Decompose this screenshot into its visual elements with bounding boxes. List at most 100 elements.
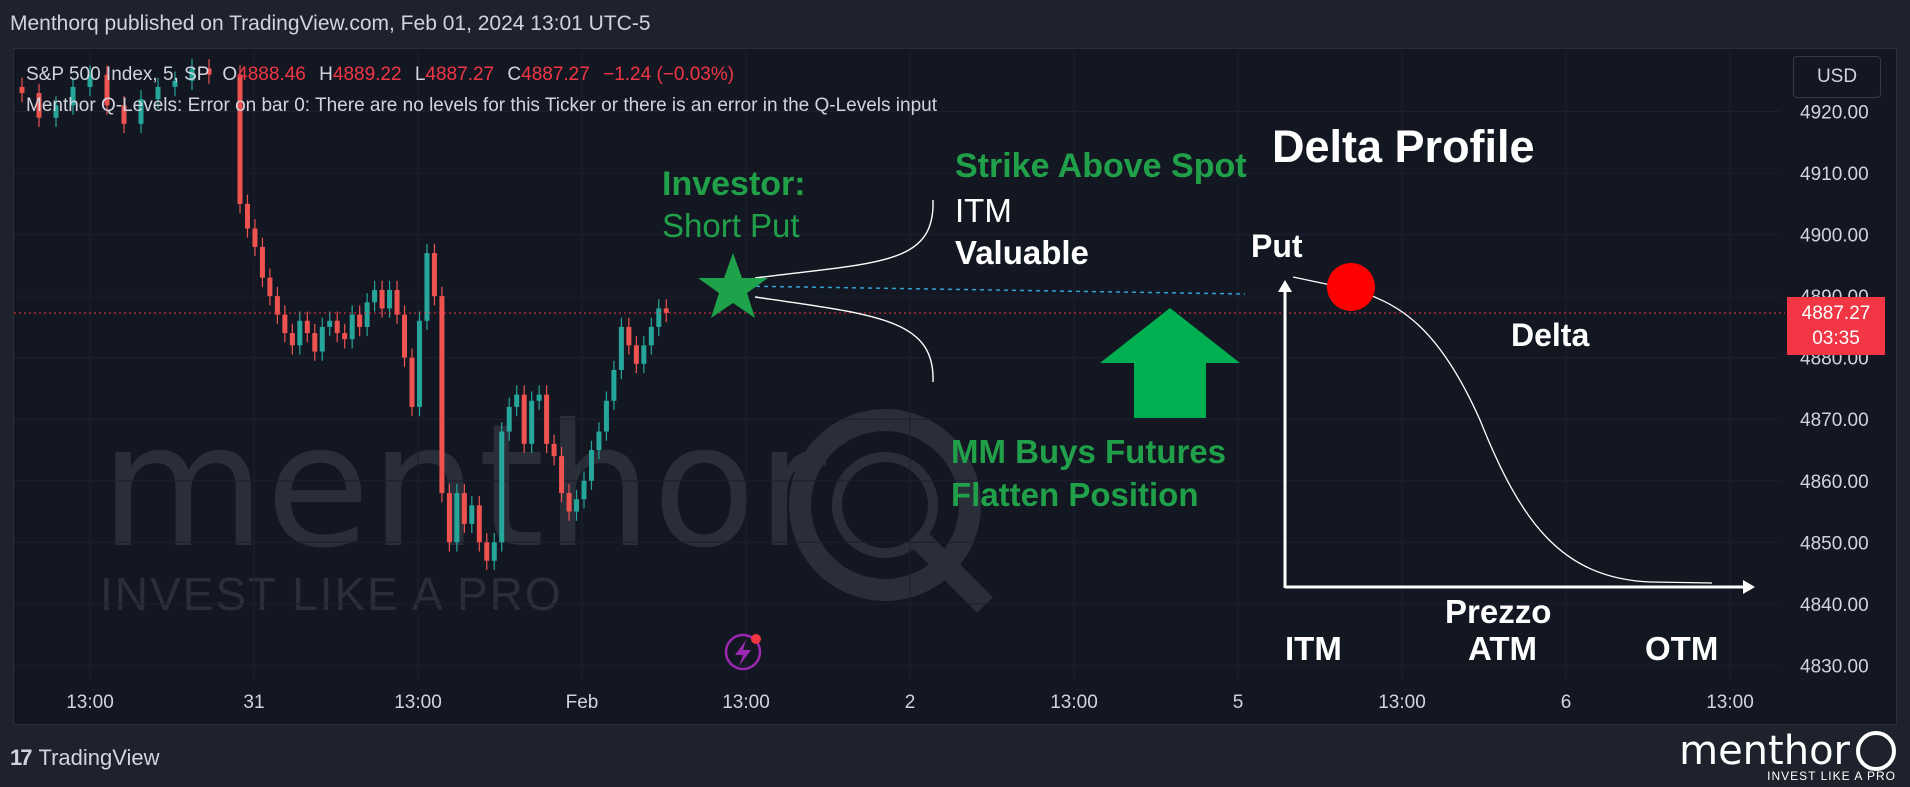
candle-body (172, 80, 178, 87)
indicator-error-text[interactable]: Menthor Q-Levels: Error on bar 0: There … (26, 95, 937, 116)
flatten-label: Flatten Position (951, 476, 1199, 513)
brand-tagline: INVEST LIKE A PRO (1767, 769, 1896, 783)
delta-profile-title: Delta Profile (1272, 121, 1535, 172)
candle-body (189, 68, 195, 81)
candle-body (274, 296, 280, 315)
x-tick-label: 13:00 (1378, 692, 1426, 713)
x-tick-label: Feb (566, 692, 599, 713)
x-tick-label: 5 (1233, 692, 1244, 713)
candle-body (416, 320, 422, 407)
prezzo-label: Prezzo (1445, 593, 1551, 630)
investor-label: Investor: (662, 165, 806, 203)
candle-body (469, 505, 475, 524)
y-tick-label: 4900.00 (1800, 226, 1869, 247)
candle-body (506, 406, 512, 432)
currency-button[interactable]: USD (1793, 56, 1881, 98)
y-axis[interactable]: 4920.004910.004900.004890.004880.004870.… (1800, 103, 1869, 678)
candle-body (566, 493, 572, 512)
candle-body (104, 74, 110, 106)
candle-body (259, 246, 265, 278)
itm-label: ITM (1285, 630, 1342, 667)
candle-body (484, 542, 490, 561)
callout-curve-lower (754, 296, 934, 383)
grid (14, 50, 1780, 680)
ohlc-legend[interactable]: S&P 500 Index, 5, SP O4888.46 H4889.22 L… (26, 64, 734, 86)
red-dot-icon (1327, 263, 1375, 311)
candle-body (439, 296, 445, 494)
candle-body (327, 320, 333, 327)
menthor-q-icon (1856, 731, 1896, 771)
x-tick-label: 31 (243, 692, 264, 713)
y-tick-label: 4910.00 (1800, 164, 1869, 185)
candle-body (289, 333, 295, 346)
candle-body (424, 253, 430, 321)
x-axis[interactable]: 13:00 31 13:00 Feb 13:00 2 13:00 5 13:00 6 13:00 (66, 692, 1754, 713)
candle-body (349, 314, 355, 340)
x-tick-label: 6 (1561, 692, 1572, 713)
high-value: 4889.22 (332, 64, 402, 85)
y-tick-label: 4840.00 (1800, 595, 1869, 616)
candle-body (499, 431, 505, 543)
publisher-bar: Menthorq published on TradingView.com, F… (0, 0, 1910, 48)
low-label: L (414, 64, 426, 85)
chart-panel[interactable] (13, 48, 1897, 725)
delta-label: Delta (1511, 317, 1589, 353)
lightning-icon[interactable] (724, 633, 762, 671)
annotations: Investor: Short Put Strike Above Spot IT… (662, 121, 1718, 667)
candle-body (409, 357, 415, 407)
y-tick-label: 4920.00 (1800, 103, 1869, 124)
candle-body (581, 480, 587, 500)
candle-body (491, 542, 497, 561)
delta-x-arrowhead (1743, 580, 1755, 594)
candle-body (596, 431, 602, 450)
candle-body (514, 394, 520, 407)
candle-body (334, 320, 340, 334)
x-tick-label: 13:00 (1706, 692, 1754, 713)
candle-body (394, 290, 400, 315)
last-price-badge: 4887.27 03:35 (1787, 297, 1885, 355)
tradingview-logo[interactable]: 17 TradingView (10, 745, 160, 771)
candle-body (372, 290, 378, 303)
candle-body (87, 74, 93, 87)
candle-body (536, 394, 542, 401)
x-tick-label: 13:00 (1050, 692, 1098, 713)
countdown-value: 03:35 (1812, 328, 1860, 349)
candle-body (342, 333, 348, 340)
candle-body (282, 314, 288, 334)
candle-body (521, 394, 527, 444)
candle-body (155, 86, 161, 100)
close-value: 4887.27 (521, 64, 590, 85)
delta-y-arrowhead (1278, 280, 1292, 292)
candle-body (611, 370, 617, 401)
candle-body (237, 74, 243, 204)
y-tick-label: 4870.00 (1800, 410, 1869, 431)
watermark-tagline: INVEST LIKE A PRO (100, 568, 563, 620)
candle-body (461, 493, 467, 524)
atm-label: ATM (1468, 630, 1537, 667)
symbol-name[interactable]: S&P 500 Index, 5, SP (26, 64, 210, 85)
close-label: C (507, 64, 522, 85)
change-value: −1.24 (−0.03%) (603, 64, 735, 85)
publisher-text: Menthorq published on TradingView.com, F… (10, 12, 651, 35)
candle-body (138, 99, 144, 124)
candle-body (454, 493, 460, 543)
footer-bar: 17 TradingView menthor INVEST LIKE A PRO (0, 725, 1910, 787)
y-tick-label: 4830.00 (1800, 656, 1869, 677)
x-tick-label: 13:00 (394, 692, 442, 713)
x-tick-label: 13:00 (722, 692, 770, 713)
low-value: 4887.27 (425, 64, 495, 85)
mm-buys-label: MM Buys Futures (951, 433, 1226, 470)
high-label: H (319, 64, 333, 85)
candle-body (252, 228, 258, 247)
candle-body (402, 314, 408, 358)
up-arrow-icon (1100, 308, 1240, 418)
candle-body (357, 314, 363, 327)
tradingview-label: TradingView (38, 745, 160, 770)
candle-body (626, 326, 632, 346)
itm-word-label: ITM (955, 192, 1012, 229)
candle-body (431, 253, 437, 297)
candle-body (53, 105, 59, 118)
y-tick-label: 4860.00 (1800, 472, 1869, 493)
last-price-value: 4887.27 (1801, 303, 1871, 324)
